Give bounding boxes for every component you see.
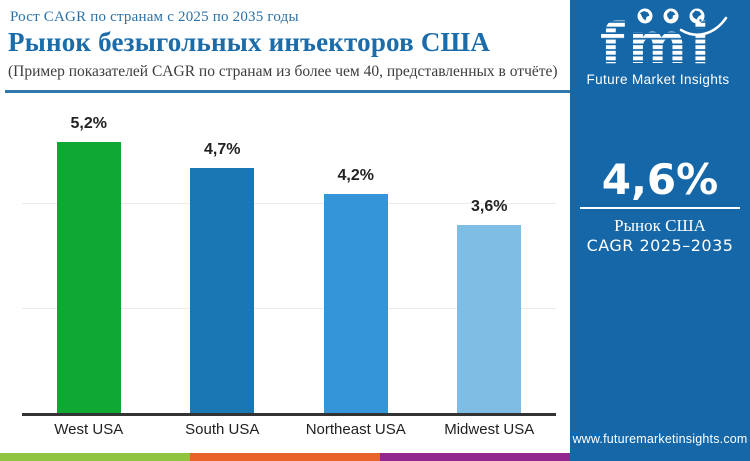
x-axis-line (22, 413, 556, 416)
footer-color-stripe (0, 453, 570, 461)
fmi-wordmark: fmi (600, 12, 714, 77)
bar (457, 225, 522, 413)
market-label: Рынок США (614, 216, 706, 235)
brand-sidebar: fmi Future Market Insight (570, 0, 750, 461)
cagr-period-label: CAGR 2025–2035 (586, 236, 734, 255)
europe-globe-icon (663, 8, 679, 24)
logo-swoosh (679, 16, 728, 36)
category-label: West USA (54, 421, 124, 438)
bar-value-label: 4,7% (204, 140, 241, 158)
americas-globe-icon (637, 8, 653, 24)
bar-value-label: 4,2% (337, 166, 374, 184)
category-label: Northeast USA (305, 421, 406, 438)
bar (56, 141, 121, 413)
fmi-logo: fmi Future Market Insight (584, 6, 736, 96)
category-axis-labels: West USA South USA Northeast USA Midwest US… (22, 421, 556, 441)
stripe-segment (0, 453, 190, 461)
header-divider (5, 90, 570, 93)
eyebrow-text: Рост CAGR по странам с 2025 по 2035 годы (10, 9, 299, 25)
asia-globe-icon (689, 8, 705, 24)
category-label: South USA (185, 421, 260, 438)
subtitle: (Пример показателей CAGR по странам из б… (8, 63, 558, 80)
page-title: Рынок безыгольных инъекторов США (8, 27, 491, 57)
bar-chart-plot-area: 5,2% 4,7% 4,2% 3,6% (22, 100, 556, 416)
stat-divider (580, 207, 740, 209)
gridline (22, 307, 556, 309)
website-url: www.futuremarketinsights.com (572, 432, 748, 446)
bar-value-label: 5,2% (70, 114, 107, 132)
stripe-segment (380, 453, 570, 461)
bar (323, 193, 388, 413)
bar (190, 167, 255, 413)
category-label: Midwest USA (444, 421, 535, 438)
gridline (22, 203, 556, 205)
stripe-segment (190, 453, 380, 461)
logo-tagline: Future Market Insights (586, 72, 729, 87)
bar-value-label: 3,6% (471, 198, 508, 216)
cagr-stat-value: 4,6% (601, 155, 719, 204)
